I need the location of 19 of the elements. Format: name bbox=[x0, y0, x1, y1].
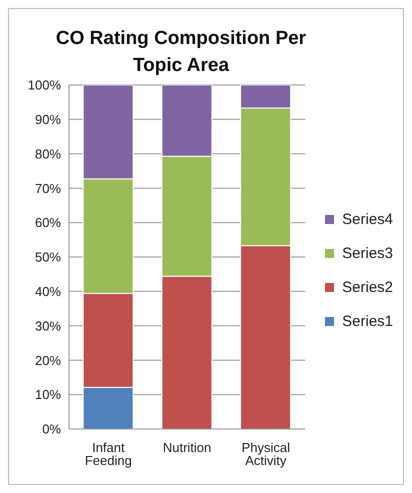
chart-title: CO Rating Composition Per Topic Area bbox=[54, 27, 308, 78]
legend-label: Series1 bbox=[342, 313, 393, 330]
x-tick-label: Infant Feeding bbox=[84, 440, 132, 468]
y-tick-label: 90% bbox=[34, 112, 62, 128]
y-tick-label: 40% bbox=[34, 284, 62, 300]
y-tick-label: 10% bbox=[34, 387, 62, 402]
y-tick-label: 50% bbox=[34, 250, 62, 265]
y-tick-label: 80% bbox=[34, 146, 62, 162]
legend-label: Series3 bbox=[342, 245, 393, 262]
legend-label: Series4 bbox=[342, 211, 393, 228]
x-tick-label: Nutrition bbox=[162, 440, 212, 456]
y-tick-label: 100% bbox=[28, 78, 62, 93]
y-tick-label: 20% bbox=[34, 352, 62, 368]
y-tick-label: 30% bbox=[34, 318, 62, 334]
x-tick-label: Physical Activity bbox=[242, 440, 290, 468]
y-tick-label: 0% bbox=[42, 422, 62, 437]
legend-label: Series2 bbox=[342, 279, 393, 296]
y-tick-label: 60% bbox=[34, 215, 62, 230]
y-tick-label: 70% bbox=[34, 180, 62, 196]
